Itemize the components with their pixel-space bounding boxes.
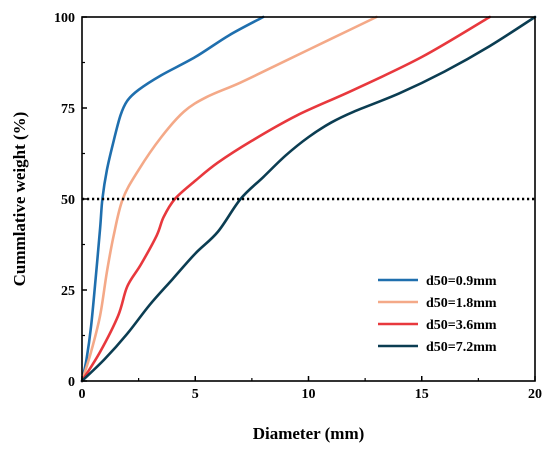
x-axis-title: Diameter (mm) bbox=[253, 424, 365, 443]
x-tick-label: 10 bbox=[302, 387, 316, 402]
series-line-4 bbox=[80, 15, 537, 383]
legend: d50=0.9mm d50=1.8mm d50=3.6mm d50=7.2mm bbox=[378, 274, 497, 355]
x-tick-label: 15 bbox=[415, 387, 429, 402]
legend-label-4: d50=7.2mm bbox=[426, 340, 497, 355]
y-tick-label: 100 bbox=[54, 11, 75, 26]
series-line-3 bbox=[80, 15, 491, 383]
y-tick-label: 0 bbox=[68, 375, 75, 390]
legend-label-3: d50=3.6mm bbox=[426, 318, 497, 333]
y-axis: 0 25 50 75 100 bbox=[54, 11, 87, 390]
series-line-2 bbox=[80, 15, 378, 383]
y-axis-title: Cummlative weight (%) bbox=[10, 112, 29, 287]
x-tick-label: 0 bbox=[79, 387, 86, 402]
series-line-1 bbox=[80, 15, 265, 383]
y-tick-label: 25 bbox=[61, 284, 75, 299]
y-tick-label: 50 bbox=[61, 193, 75, 208]
legend-label-2: d50=1.8mm bbox=[426, 296, 497, 311]
y-tick-label: 75 bbox=[61, 102, 75, 117]
x-tick-label: 5 bbox=[192, 387, 199, 402]
x-axis: 0 5 10 15 20 bbox=[79, 376, 542, 402]
plot-series bbox=[80, 15, 537, 383]
legend-label-1: d50=0.9mm bbox=[426, 274, 497, 289]
x-tick-label: 20 bbox=[528, 387, 542, 402]
